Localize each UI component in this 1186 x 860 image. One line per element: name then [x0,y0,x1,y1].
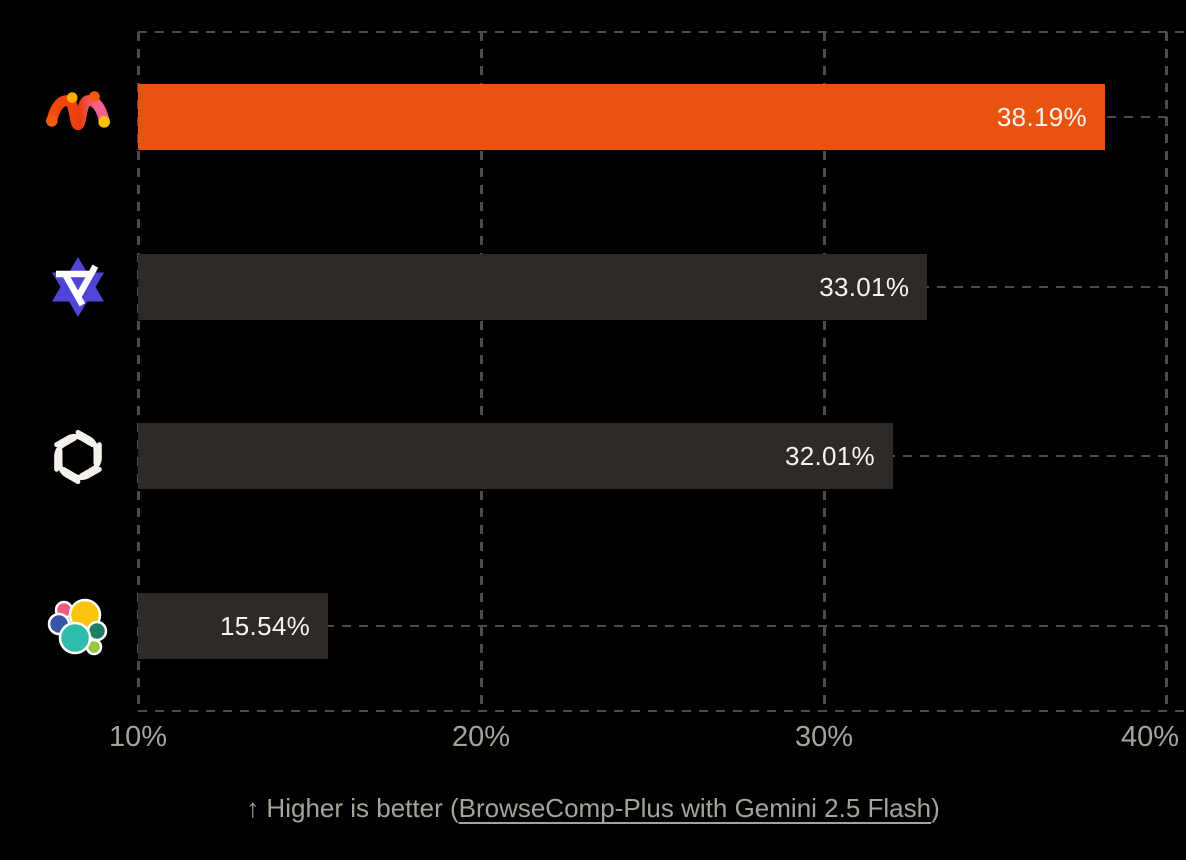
bar-value-label-4: 15.54% [220,610,311,641]
plot-bottom-dashed-border [138,710,1186,712]
caption-prefix: ↑ Higher is better ( [246,793,459,823]
bar-value-label-1: 38.19% [996,101,1087,132]
bar-value-label-3: 32.01% [784,440,875,471]
caption-suffix: ) [931,793,940,823]
bar-row-3: 32.01% [138,423,893,489]
gridline-row-center-4 [138,625,1167,627]
openai-logo [46,425,110,489]
x-tick-30: 30% [794,721,854,753]
gridline-vertical-20pct [480,32,483,711]
m-network-logo [46,85,110,149]
bar-row-1: 38.19% [138,84,1105,150]
gridline-vertical-30pct [823,32,826,711]
m-network-logo-svg [46,91,110,131]
plot-top-dashed-border [138,31,1186,33]
caption-benchmark-link[interactable]: BrowseComp-Plus with Gemini 2.5 Flash [458,793,932,823]
x-tick-20: 20% [451,721,511,753]
indigo-hexagram-logo-svg [52,257,104,317]
bar-row-2: 33.01% [138,254,928,320]
indigo-hexagram-logo [46,255,110,319]
openai-logo-svg [54,429,102,485]
elastic-logo [46,595,110,659]
caption: ↑ Higher is better (BrowseComp-Plus with… [0,793,1186,824]
gridline-vertical-10pct [137,32,140,711]
x-tick-10: 10% [108,721,168,753]
x-tick-40: 40% [1120,721,1180,753]
gridline-vertical-40pct [1165,32,1168,711]
elastic-logo-svg [47,598,108,656]
bar-value-label-2: 33.01% [819,271,910,302]
plot-area: 38.19% 33.01% 32.01% 15.54% [138,32,1167,711]
bar-row-4: 15.54% [138,593,329,659]
